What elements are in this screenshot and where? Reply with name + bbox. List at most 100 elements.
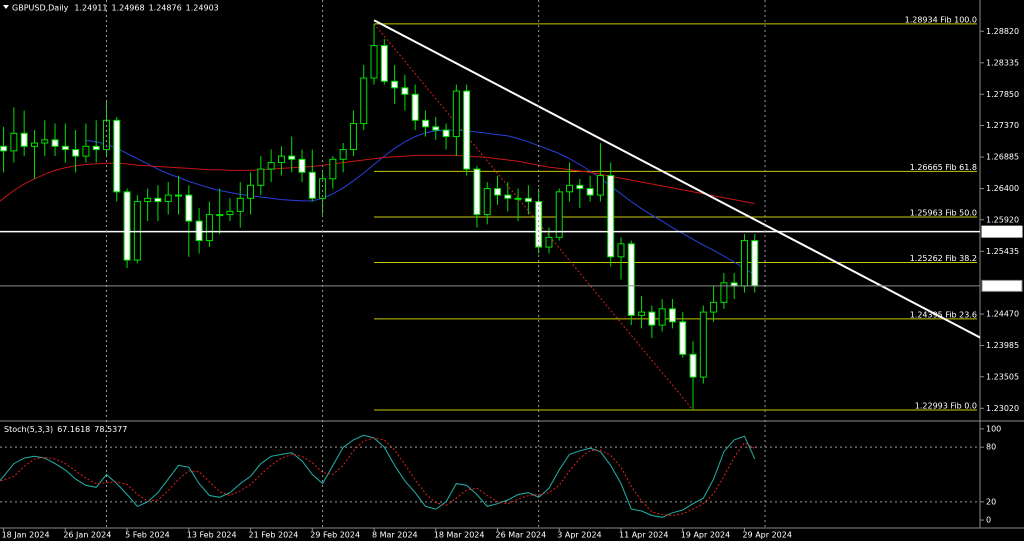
x-tick-label: 29 Feb 2024 [310, 531, 360, 540]
fib-label: 1.28934 Fib 100.0 [905, 15, 977, 24]
y-tick-label: 1.26885 [986, 153, 1019, 162]
x-tick-label: 26 Jan 2024 [63, 531, 111, 540]
stoch-signal-line [0, 437, 756, 517]
y-tick-label: 1.24470 [986, 310, 1019, 319]
candle-body [51, 139, 59, 147]
candle-body [514, 197, 522, 200]
candle-body [421, 119, 429, 128]
y-tick-label: 1.28335 [986, 58, 1019, 67]
candle-body [566, 184, 574, 193]
candle-body [668, 308, 676, 323]
stoch-signal-value: 78.5377 [94, 425, 127, 434]
candle-body [41, 139, 49, 144]
candle-body [164, 194, 172, 203]
y-tick-label: 1.28820 [986, 27, 1019, 36]
fib-label: 1.25963 Fib 50.0 [910, 208, 977, 217]
candle-body [391, 80, 399, 89]
candle-body [494, 188, 502, 196]
y-tick-label: 1.27370 [986, 121, 1019, 130]
x-tick-label: 21 Feb 2024 [249, 531, 299, 540]
candle-body [545, 236, 553, 248]
y-tick-label: 20 [986, 497, 996, 506]
y-tick-label: 80 [986, 443, 996, 452]
fib-label: 1.26665 Fib 61.8 [910, 163, 977, 172]
x-tick-label: 8 Mar 2024 [372, 531, 418, 540]
candle-body [720, 282, 728, 303]
candle-body [20, 132, 28, 147]
y-tick-label: 1.25435 [986, 247, 1019, 256]
candle-body [504, 194, 512, 199]
candle-body [267, 162, 275, 170]
candle-body [648, 311, 656, 326]
candle-body [411, 93, 419, 121]
candle-body [61, 145, 69, 151]
candle-body [329, 158, 337, 180]
fib-label: 1.22993 Fib 0.0 [915, 402, 977, 411]
x-tick-label: 18 Mar 2024 [434, 531, 485, 540]
candle-body [617, 243, 625, 258]
candle-body [349, 123, 357, 151]
candle-body [596, 175, 604, 196]
fib-base-line [373, 23, 694, 411]
price-label: 1.25738 [985, 227, 1018, 236]
candle-body [432, 126, 440, 131]
y-tick-label: 1.27850 [986, 90, 1019, 99]
symbol: GBPUSD,Daily [12, 3, 69, 12]
candle-body [658, 308, 666, 326]
candle-body [113, 119, 121, 193]
y-tick-label: 1.23020 [986, 404, 1019, 413]
candle-body [123, 191, 131, 261]
candle-body [30, 142, 38, 147]
x-tick-label: 26 Mar 2024 [496, 531, 547, 540]
candle-body [257, 168, 265, 186]
candle-body [319, 178, 327, 199]
y-tick-label: 1.23505 [986, 372, 1019, 381]
stoch-header: Stoch(5,3,3) 67.1618 78.5377 [4, 425, 127, 434]
candle-body [82, 145, 90, 157]
candle-body [195, 220, 203, 242]
candle-body [751, 240, 759, 287]
stoch-panel [0, 434, 980, 518]
x-tick-label: 29 Apr 2024 [742, 531, 791, 540]
stoch-main-value: 67.1618 [57, 425, 90, 434]
candle-body [72, 149, 80, 157]
main-panel: 1.28934 Fib 100.0 1.26665 Fib 61.8 1.25963… [0, 15, 980, 411]
x-tick-label: 3 Apr 2024 [557, 531, 601, 540]
candle-body [216, 214, 224, 217]
candle-body [277, 155, 285, 164]
candle-body [144, 197, 152, 203]
menu-icon[interactable] [3, 5, 9, 9]
trendline [373, 19, 980, 339]
candle-body [308, 171, 316, 199]
candle-body [452, 90, 460, 138]
candle-body [627, 243, 635, 316]
x-tick-label: 5 Feb 2024 [125, 531, 170, 540]
low-value: 1.24876 [149, 3, 182, 12]
candle-body [607, 175, 615, 258]
candle-body [92, 145, 100, 151]
price-label: 1.24903 [985, 281, 1018, 290]
candle-body [247, 184, 255, 199]
fib-label: 1.25262 Fib 38.2 [910, 254, 977, 263]
candle-body [442, 129, 450, 138]
candle-body [10, 132, 18, 152]
candle-body [689, 353, 697, 378]
candle-body [586, 188, 594, 196]
open-value: 1.24911 [74, 3, 107, 12]
y-tick-label: 1.23985 [986, 341, 1019, 350]
fib-label: 1.24395 Fib 23.6 [910, 310, 977, 319]
header: GBPUSD,Daily 1.24911 1.24968 1.24876 1.24903 [12, 3, 219, 12]
candle-body [226, 210, 234, 216]
candle-body [710, 301, 718, 313]
candle-body [370, 45, 378, 79]
close-value: 1.24903 [186, 3, 219, 12]
stoch-title: Stoch(5,3,3) [4, 425, 53, 434]
candle-body [185, 194, 193, 222]
x-tick-label: 19 Apr 2024 [681, 531, 730, 540]
x-tick-label: 13 Feb 2024 [187, 531, 237, 540]
candle-body [740, 240, 748, 287]
price-label-box [981, 225, 1023, 238]
